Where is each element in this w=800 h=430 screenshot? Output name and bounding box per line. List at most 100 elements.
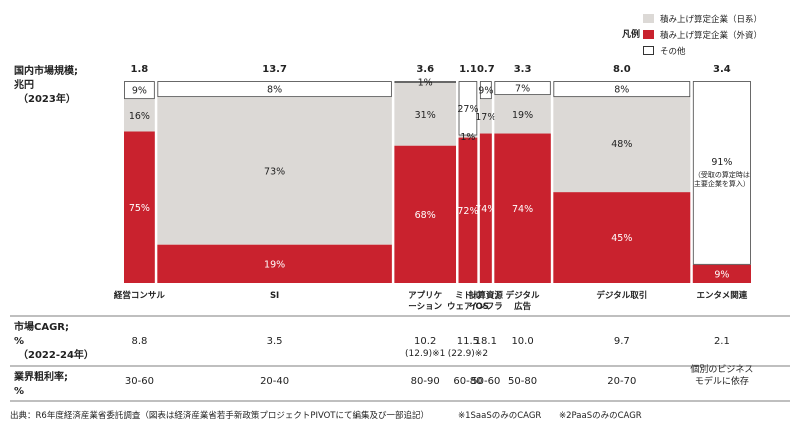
- cagr-subvalue-2: (12.9)※1: [405, 349, 445, 359]
- label-other-0: 9%: [132, 86, 147, 97]
- bar-other-1: [157, 81, 392, 98]
- category-label-line2-2: ーション: [408, 302, 442, 312]
- label-other-1: 8%: [267, 85, 282, 96]
- legend-title: 凡例: [621, 28, 640, 40]
- market-label-line1: 国内市場規模;: [14, 64, 78, 77]
- label-foreign-2: 68%: [415, 210, 436, 221]
- label-other-7: 91%: [711, 157, 732, 168]
- bar-foreign-2: [394, 145, 457, 283]
- bar-domestic-1: [157, 97, 392, 245]
- margin-label-line2: %: [14, 386, 24, 397]
- cagr-value-5: 10.0: [511, 336, 533, 347]
- category-label-line1-2: アプリケ: [408, 290, 442, 301]
- legend-swatch-domestic: [643, 14, 654, 23]
- cagr-value-4: 18.1: [475, 336, 497, 347]
- category-label-line1-3: ミドル: [455, 291, 481, 301]
- legend-label-domestic: 積み上げ算定企業（日系）: [660, 14, 762, 25]
- legend-swatch-other: [643, 46, 654, 55]
- cagr-label-line1: 市場CAGR;: [14, 320, 69, 333]
- label-domestic-6: 48%: [611, 139, 632, 150]
- label-foreign-7: 9%: [714, 269, 729, 280]
- label-domestic-1: 73%: [264, 166, 285, 177]
- market-label-line3: （2023年）: [18, 92, 76, 105]
- label-foreign-0: 75%: [129, 203, 150, 214]
- bar-domestic-4: [479, 99, 492, 134]
- footnote-1: ※1SaaSのみのCAGR: [458, 411, 541, 421]
- margin-value-2: 80-90: [411, 376, 440, 387]
- row-label-market: 国内市場規模; 兆円 （2023年）: [14, 64, 78, 105]
- category-label-1: SI: [270, 291, 279, 301]
- label-foreign-6: 45%: [611, 233, 632, 244]
- label-other-5: 7%: [515, 84, 530, 95]
- bar-other-2: [394, 81, 456, 83]
- row-label-cagr: 市場CAGR; % （2022-24年）: [14, 320, 94, 361]
- cagr-value-7: 2.1: [714, 336, 730, 347]
- bar-other-0: [124, 81, 155, 100]
- label-domestic-2: 31%: [415, 110, 436, 121]
- market-size-label-3: 1.1: [459, 64, 477, 75]
- label-domestic-3: 1%: [460, 132, 475, 143]
- source-note: 出典：R6年度経済産業省委託調査（図表は経済産業省若手新政策プロジェクトPIVO…: [10, 410, 429, 421]
- label-foreign-4: 74%: [475, 204, 496, 215]
- row-label-margin: 業界粗利率; %: [13, 370, 68, 397]
- bar-domestic-6: [553, 95, 691, 193]
- label-foreign-1: 19%: [264, 259, 285, 270]
- margin-value-4: 50-60: [471, 376, 500, 387]
- margin-value-0: 30-60: [125, 376, 154, 387]
- bar-foreign-0: [124, 131, 155, 283]
- bar-foreign-3: [458, 137, 478, 283]
- market-size-label-0: 1.8: [131, 64, 149, 75]
- label-domestic-4: 17%: [475, 112, 496, 123]
- margin-value-3: 60-80: [453, 376, 482, 387]
- cagr-value-2: 10.2: [414, 336, 436, 347]
- other-note-line1-7: （受取の算定時は: [694, 170, 750, 179]
- bar-domestic-3: [458, 135, 478, 138]
- cagr-subvalue-3: (22.9)※2: [448, 349, 488, 359]
- category-label-line2-3: ウェア/OS: [447, 302, 489, 312]
- legend-swatch-foreign: [643, 30, 654, 39]
- bar-other-3: [458, 81, 478, 136]
- cagr-value-0: 8.8: [131, 336, 147, 347]
- label-foreign-5: 74%: [512, 204, 533, 215]
- bar-foreign-6: [553, 192, 691, 283]
- bar-domestic-5: [494, 95, 551, 134]
- label-domestic-5: 19%: [512, 110, 533, 121]
- legend: 凡例 積み上げ算定企業（日系） 積み上げ算定企業（外資） その他: [621, 14, 762, 57]
- market-size-label-7: 3.4: [713, 64, 731, 75]
- category-label-line1-4: 計算資源: [469, 290, 504, 301]
- cagr-label-line2: %: [14, 336, 24, 347]
- cagr-value-6: 9.7: [614, 336, 630, 347]
- market-label-line2: 兆円: [14, 78, 34, 91]
- bar-other-6: [553, 81, 691, 98]
- legend-label-other: その他: [660, 46, 686, 57]
- bar-domestic-0: [124, 99, 155, 132]
- market-size-label-2: 3.6: [416, 64, 434, 75]
- legend-label-foreign: 積み上げ算定企業（外資）: [660, 30, 762, 41]
- bar-domestic-2: [394, 83, 457, 146]
- label-other-3: 27%: [457, 104, 478, 115]
- bar-other-4: [479, 81, 492, 100]
- category-label-0: 経営コンサル: [114, 290, 166, 301]
- market-size-label-1: 13.7: [262, 64, 287, 75]
- margin-value-6: 20-70: [607, 376, 636, 387]
- category-label-7: エンタメ関連: [697, 290, 748, 301]
- bar-foreign-1: [157, 244, 392, 283]
- bar-foreign-4: [479, 133, 492, 283]
- bar-foreign-7: [692, 264, 751, 283]
- other-note-line2-7: 主要企業を算入）: [694, 179, 750, 188]
- market-size-label-5: 3.3: [514, 64, 532, 75]
- label-domestic-0: 16%: [129, 111, 150, 122]
- cagr-value-3: 11.5: [457, 336, 479, 347]
- market-size-label-6: 8.0: [613, 64, 631, 75]
- category-label-6: デジタル取引: [596, 290, 647, 301]
- bar-foreign-5: [494, 133, 551, 283]
- category-label-line1-5: デジタル: [506, 290, 540, 301]
- category-label-line2-5: 広告: [514, 301, 532, 312]
- mekko-bars: 1.8 75% 16% 9% 経営コンサル 8.8 30-60 13.7 19% 73% 8% SI 3…: [114, 64, 754, 387]
- cagr-value-1: 3.5: [267, 336, 283, 347]
- category-label-line2-4: インフラ: [469, 302, 503, 312]
- label-foreign-3: 72%: [457, 206, 478, 217]
- bar-other-7: [692, 81, 751, 265]
- margin-value-1: 20-40: [260, 376, 289, 387]
